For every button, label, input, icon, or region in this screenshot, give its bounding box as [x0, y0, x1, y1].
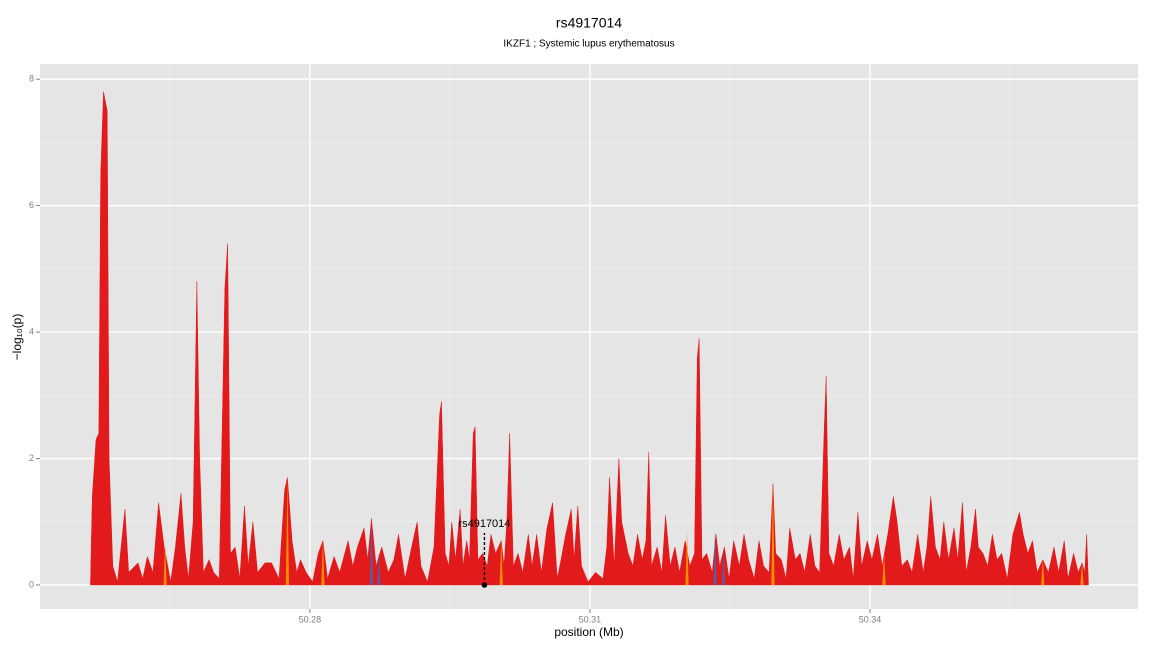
spike: [1041, 559, 1045, 585]
y-tick-label: 0: [29, 579, 34, 589]
spike: [713, 531, 717, 585]
spike: [499, 540, 503, 585]
spike: [1080, 562, 1084, 585]
annotation-point: [481, 582, 488, 588]
spike: [771, 483, 775, 585]
x-tick-label: 50.34: [859, 614, 882, 624]
x-axis-label: position (Mb): [554, 625, 623, 639]
area: [90, 91, 1089, 586]
spike: [321, 540, 325, 585]
spike: [721, 550, 726, 585]
spike: [285, 480, 290, 585]
y-tick-label: 6: [29, 200, 34, 210]
spike: [369, 518, 374, 585]
spike: [882, 553, 886, 585]
chart-title: rs4917014: [556, 15, 622, 31]
y-tick-label: 4: [29, 326, 34, 336]
spike: [377, 553, 381, 585]
x-tick-label: 50.31: [579, 614, 602, 624]
spike: [163, 543, 167, 585]
chart-subtitle: IKZF1 ; Systemic lupus erythematosus: [503, 39, 674, 50]
annotation-label: rs4917014: [458, 518, 510, 530]
y-tick-label: 8: [29, 74, 34, 84]
y-axis-label: −log₁₀(p): [10, 314, 24, 361]
x-tick-label: 50.28: [299, 614, 322, 624]
y-tick-label: 2: [29, 453, 34, 463]
spike: [685, 531, 689, 585]
